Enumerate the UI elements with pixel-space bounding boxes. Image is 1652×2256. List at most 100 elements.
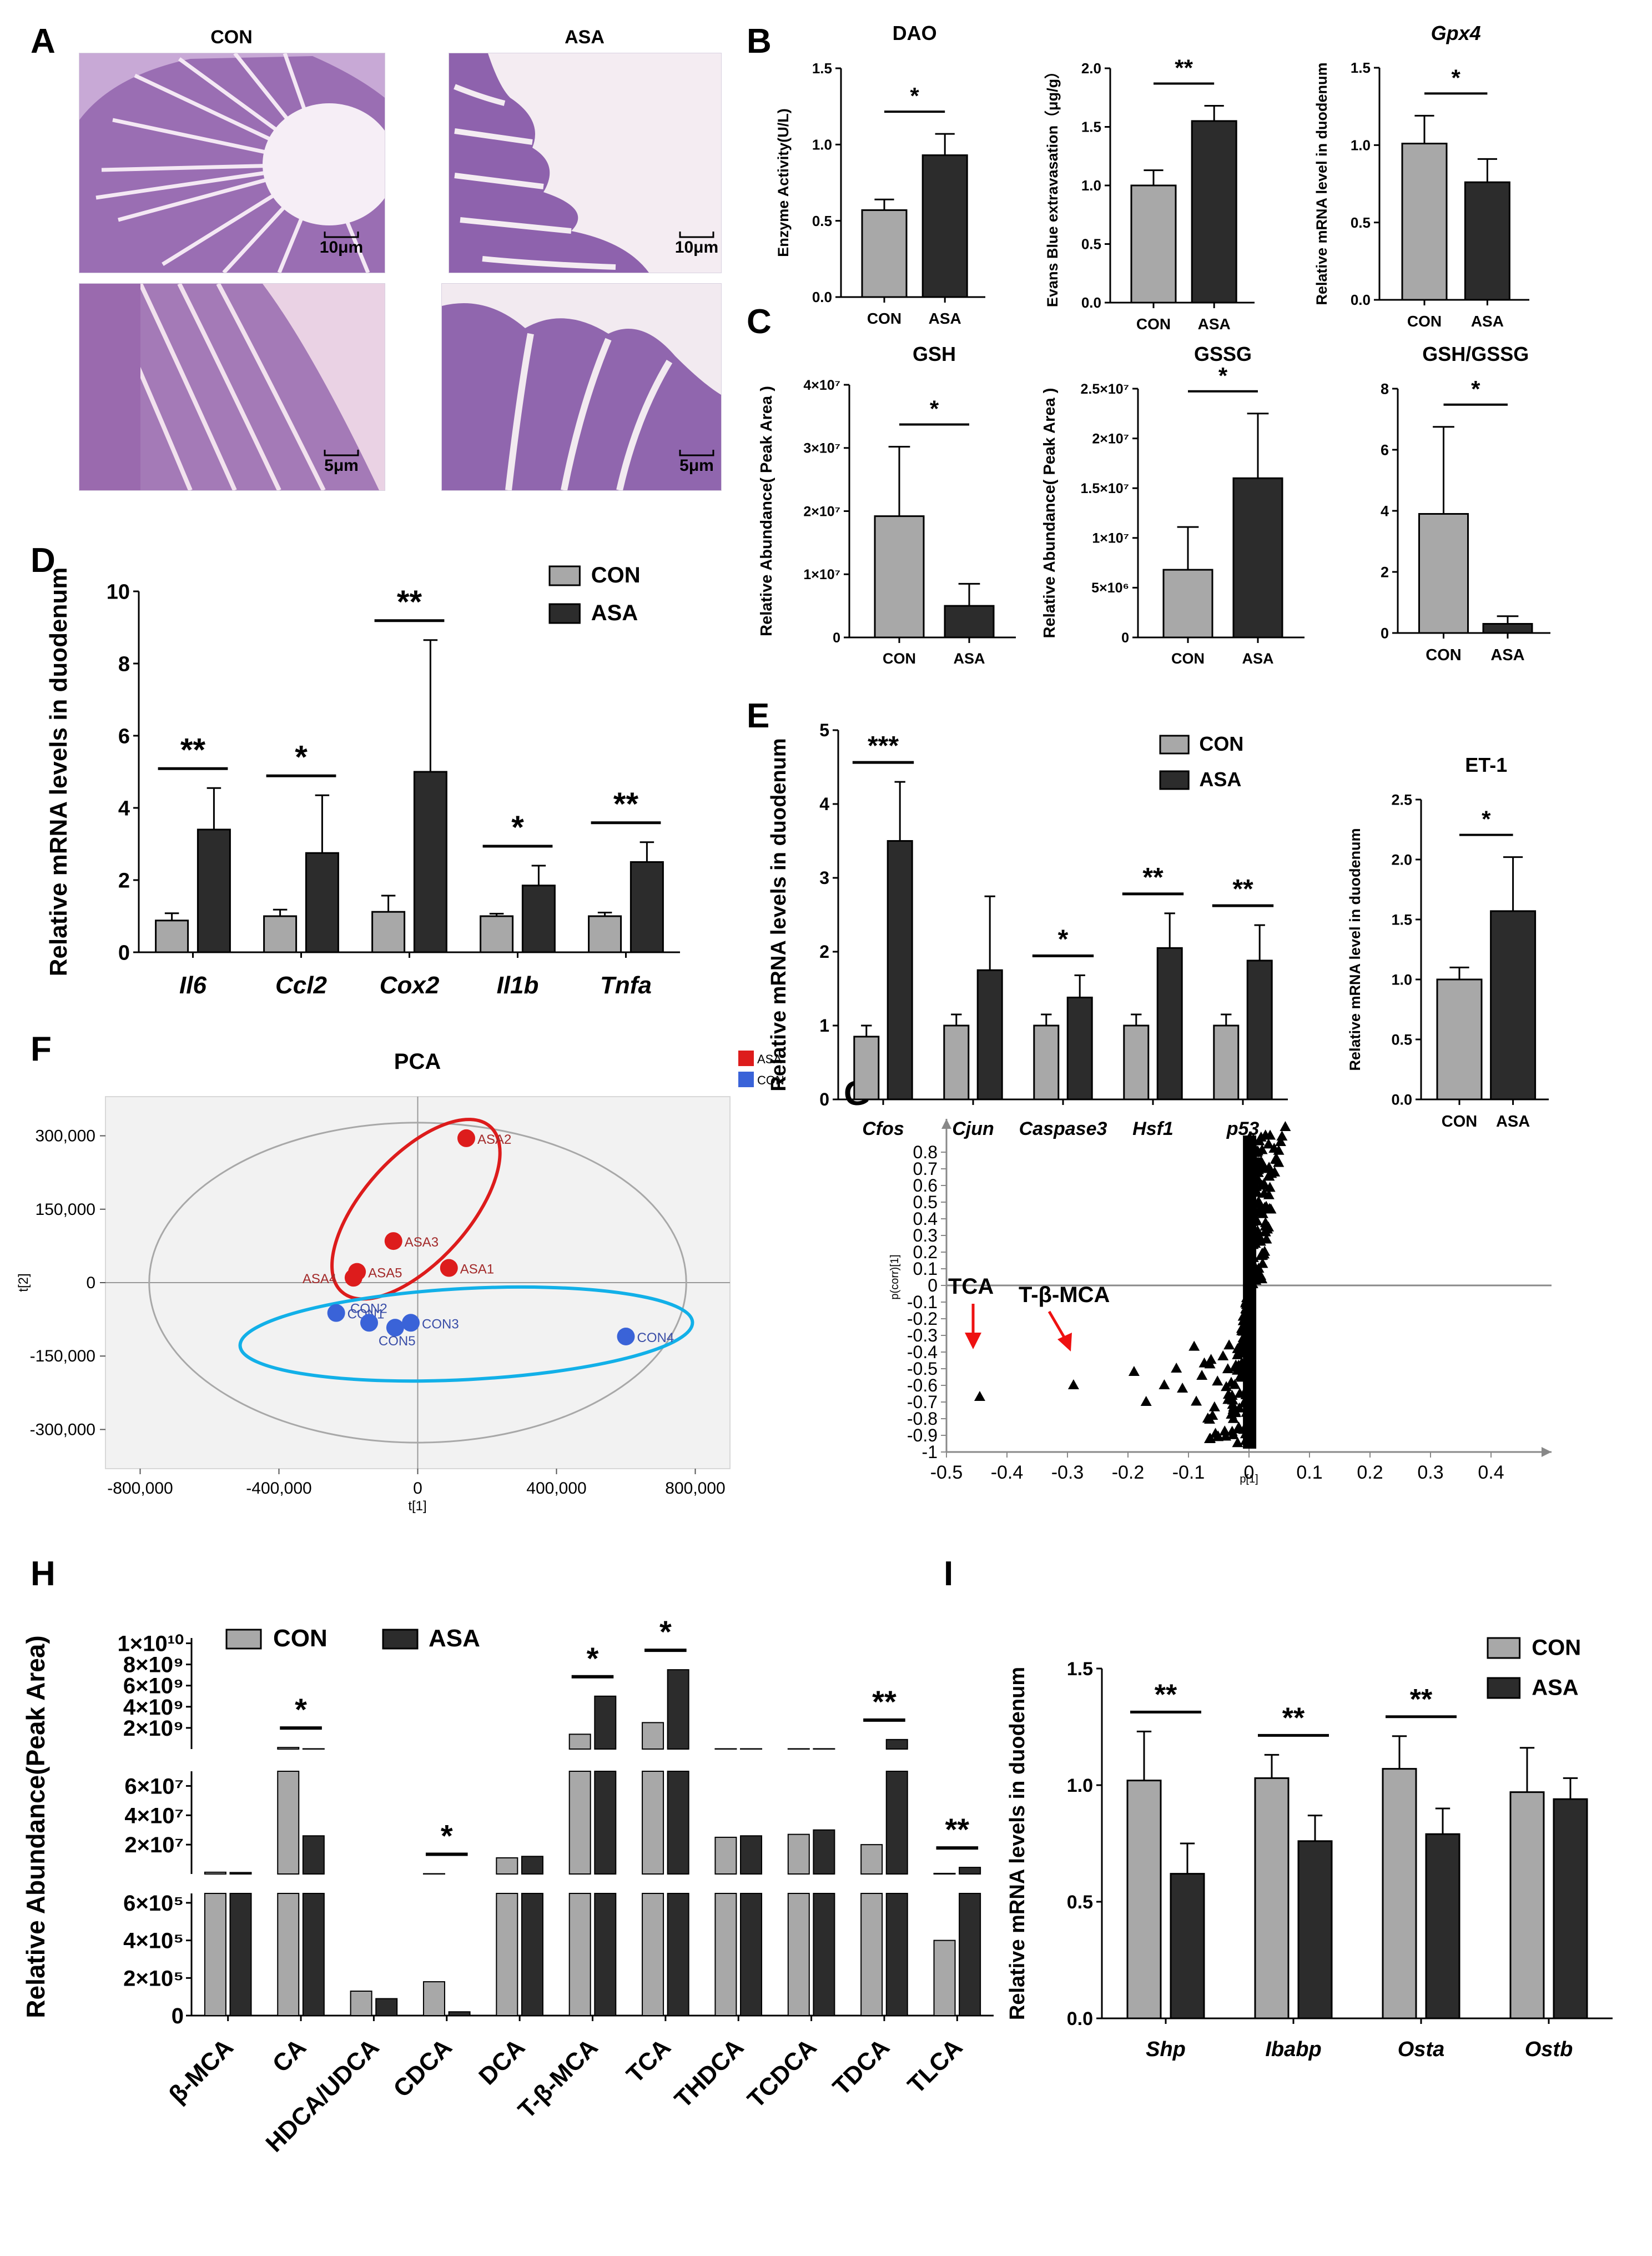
bar-con-tlca xyxy=(933,1872,956,1875)
legend-label-asa: ASA xyxy=(591,601,638,625)
bar-con xyxy=(1401,143,1448,301)
bar-con-ca xyxy=(277,1771,300,1875)
chart-b_gpx4: 0.0 0.5 1.0 1.5 CON ASA * Gpx4 Relative mRNA lev… xyxy=(1313,22,1529,330)
significance-mark: * xyxy=(1058,925,1069,954)
bar-asa-cox2 xyxy=(413,771,447,953)
bar-con-cdca xyxy=(422,1981,445,2016)
legend-label-con: CON xyxy=(1199,732,1243,755)
point-label: CON4 xyxy=(637,1330,674,1345)
x-tick-label: 0.2 xyxy=(1357,1462,1383,1483)
panel-letter-a: A xyxy=(31,22,56,61)
y-tick-label: 1.5×10⁷ xyxy=(1081,481,1129,496)
significance-mark: ** xyxy=(1282,1702,1305,1734)
bar-asa-il6 xyxy=(197,828,231,953)
y-tick-label: -1 xyxy=(922,1442,938,1462)
bar-asa-tdca xyxy=(885,1771,908,1875)
y-tick-label: 0.0 xyxy=(1391,1091,1412,1108)
y-tick-label: 0.0 xyxy=(812,289,832,305)
bar-con-osta xyxy=(1382,1768,1417,2019)
x-tick-label: 0.3 xyxy=(1417,1462,1443,1483)
x-tick-label: -0.3 xyxy=(1051,1462,1084,1483)
x-tick-label: Il1b xyxy=(497,972,539,999)
x-tick-label: CON xyxy=(883,650,916,667)
point-label: CON3 xyxy=(422,1317,459,1332)
x-tick-label: β-MCA xyxy=(164,2033,239,2108)
point-label: ASA4 xyxy=(303,1272,336,1287)
x-tick-label: 0.1 xyxy=(1296,1462,1322,1483)
x-tick-label: CON xyxy=(1426,646,1461,664)
legend-swatch-asa xyxy=(548,603,581,624)
bar-asa-tca xyxy=(667,1771,689,1875)
y-tick-label: 0 xyxy=(833,630,840,646)
significance-mark: ** xyxy=(613,786,639,822)
y-tick-label: 8×10⁹ xyxy=(123,1653,184,1677)
micrograph-con-bottom xyxy=(79,283,385,491)
y-axis-label: Relative mRNA level in duodenum xyxy=(1313,62,1330,305)
x-tick-label: ASA xyxy=(1496,1113,1530,1130)
y-tick-label: 2.0 xyxy=(1081,60,1101,77)
chart-title: GSSG xyxy=(1194,343,1252,365)
point-label: CON2 xyxy=(350,1301,387,1316)
scale-bar xyxy=(679,232,714,238)
x-tick-label: TCA xyxy=(621,2033,676,2088)
y-tick-label: 2×10⁵ xyxy=(123,1966,184,1991)
point-con3 xyxy=(402,1314,420,1332)
y-tick-label: 0.0 xyxy=(1081,294,1101,311)
y-tick-label: 0.4 xyxy=(913,1209,938,1229)
x-tick-label: CON xyxy=(1136,315,1171,333)
significance-mark: ** xyxy=(397,584,422,620)
x-tick-label: DCA xyxy=(474,2033,530,2090)
y-tick-label: 2 xyxy=(1381,564,1389,580)
x-tick-label: 0 xyxy=(1244,1462,1255,1483)
bar-asa xyxy=(1464,181,1510,301)
point-label: ASA5 xyxy=(368,1266,402,1281)
x-tick-label: 0 xyxy=(413,1479,422,1498)
bar-asa-p53 xyxy=(1246,959,1273,1101)
y-tick-label: 0.5 xyxy=(1351,214,1371,231)
x-tick-label: CON xyxy=(867,310,901,327)
feature-point-tca xyxy=(974,1391,985,1401)
y-tick-label: -0.2 xyxy=(907,1309,938,1329)
bar-con-ostb xyxy=(1509,1791,1545,2019)
bar-asa xyxy=(1232,477,1283,639)
significance-mark: * xyxy=(1482,806,1491,832)
x-tick-label: 800,000 xyxy=(665,1479,725,1498)
annotation-t-beta-mca: T-β-MCA xyxy=(1019,1283,1110,1307)
bar-asa-tca xyxy=(667,1893,689,2016)
point-asa3 xyxy=(384,1232,402,1250)
panel-letter-d: D xyxy=(31,541,56,580)
legend-label-con: CON xyxy=(273,1625,328,1652)
significance-mark: * xyxy=(1218,363,1228,389)
legend-label-asa: ASA xyxy=(757,1052,782,1066)
x-tick-label: THDCA xyxy=(669,2033,749,2113)
y-axis-label: Relative mRNA level in duodenum xyxy=(1347,828,1363,1071)
y-tick-label: 4 xyxy=(819,794,829,814)
bar-con-p53 xyxy=(1213,1024,1240,1101)
point-asa1 xyxy=(440,1259,458,1277)
significance-mark: * xyxy=(659,1614,672,1649)
significance-mark: * xyxy=(930,395,939,421)
legend-swatch-asa xyxy=(382,1629,419,1650)
significance-mark: * xyxy=(587,1641,599,1676)
x-tick-label: CON xyxy=(1407,313,1442,330)
panel-letter-i: I xyxy=(944,1555,953,1593)
y-tick-label: 1.5 xyxy=(1351,59,1371,76)
y-tick-label: 1×10¹⁰ xyxy=(118,1632,184,1656)
bar-asa-tdca xyxy=(885,1739,908,1750)
significance-mark: * xyxy=(910,83,919,109)
x-tick-label: -0.2 xyxy=(1112,1462,1145,1483)
panel-letter-h: H xyxy=(31,1555,56,1593)
panel-a-group-asa: ASA xyxy=(565,27,605,48)
significance-mark: *** xyxy=(868,731,899,761)
bar-asa-osta xyxy=(1425,1833,1460,2019)
asa-group-ellipse xyxy=(330,1118,502,1301)
significance-mark: ** xyxy=(180,732,206,768)
x-tick-label: Shp xyxy=(1146,2038,1186,2061)
bar-asa-cfos xyxy=(887,840,913,1101)
y-tick-label: 2 xyxy=(118,869,130,892)
scale-bar xyxy=(324,232,359,238)
bar-con-tdca xyxy=(860,1844,883,1875)
legend-swatch-asa xyxy=(1159,770,1190,790)
bar-con-t-mca xyxy=(568,1771,591,1875)
legend-label-asa: ASA xyxy=(1532,1676,1578,1700)
